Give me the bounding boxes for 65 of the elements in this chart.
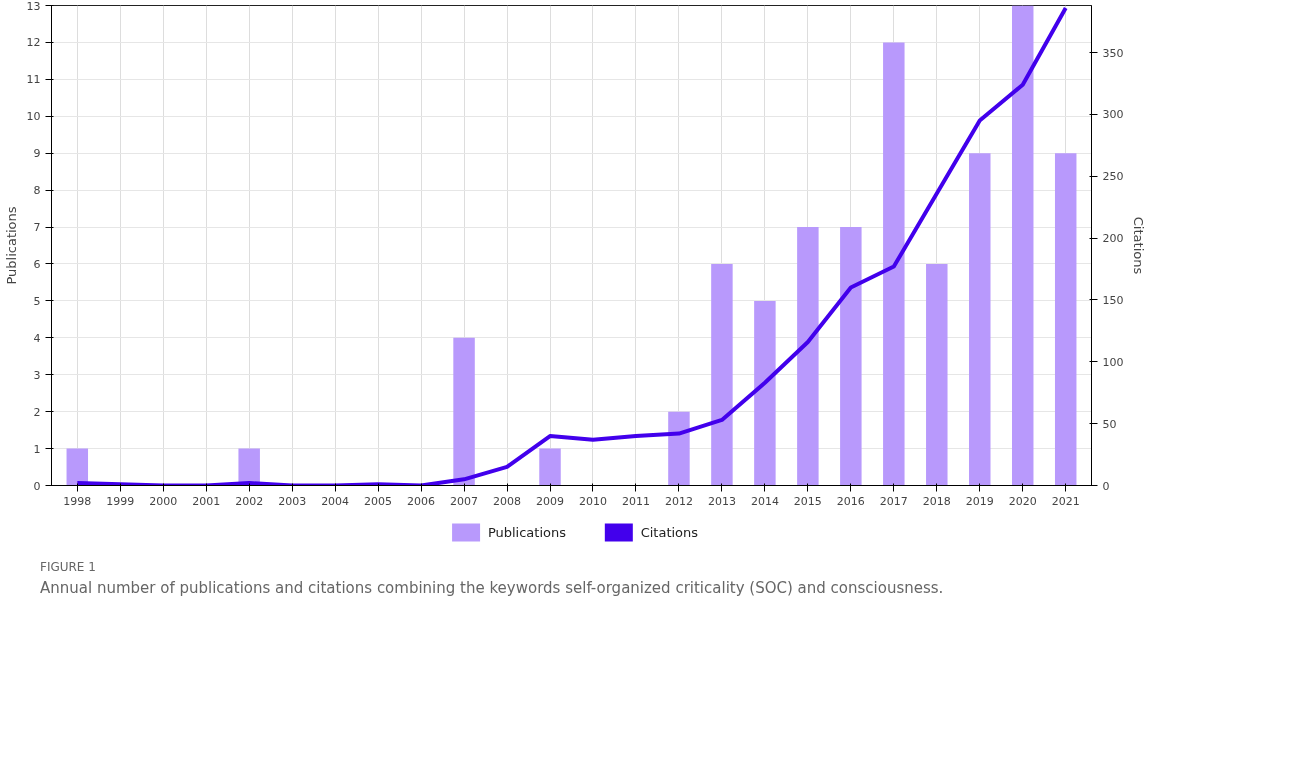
x-tick-label: 2007: [450, 494, 479, 508]
y-tick-label: 7: [33, 221, 41, 235]
y2-tick-label: 200: [1102, 232, 1124, 246]
bar: [969, 153, 991, 486]
y2-tick-label: 300: [1102, 108, 1124, 122]
bar: [840, 227, 862, 486]
bar: [66, 448, 89, 486]
x-tick-label: 2019: [965, 494, 994, 508]
y-tick-label: 2: [33, 405, 41, 419]
x-tick-label: 2021: [1051, 494, 1080, 508]
x-tick-label: 2008: [493, 494, 522, 508]
y-tick-label: 1: [33, 442, 41, 456]
bar: [711, 263, 733, 486]
x-tick-label: 2006: [407, 494, 436, 508]
y-tick-label: 12: [26, 36, 41, 50]
x-tick-label: 2012: [664, 494, 693, 508]
y-tick-label: 5: [33, 294, 41, 308]
y-tick-label: 6: [33, 257, 41, 271]
x-tick-label: 2004: [321, 494, 350, 508]
x-tick-label: 2015: [793, 494, 822, 508]
bar: [797, 227, 819, 486]
y2-tick-label: 50: [1102, 417, 1117, 431]
y-tick-label: 10: [26, 110, 41, 124]
x-tick-label: 2011: [621, 494, 650, 508]
x-tick-label: 2014: [750, 494, 779, 508]
bar: [1012, 5, 1034, 486]
bar: [926, 263, 948, 486]
y-tick-label: 0: [33, 479, 41, 493]
x-tick-label: 2002: [235, 494, 264, 508]
y-tick-label: 11: [26, 73, 41, 87]
x-tick-label: 2005: [364, 494, 393, 508]
text: Annual number of publications and citations combining the keywords self-organized criticality (SOC) and consciousness.: [40, 578, 944, 600]
bar: [1054, 153, 1077, 486]
y2-tick-label: 100: [1102, 355, 1124, 369]
y2-axis-title: Citations: [1131, 216, 1147, 275]
x-tick-label: 2009: [536, 494, 565, 508]
y2-tick-label: 350: [1102, 46, 1124, 60]
x-tick-label: 2000: [149, 494, 178, 508]
x-tick-label: 2016: [836, 494, 865, 508]
bar: [453, 337, 475, 486]
legend-label: Citations: [640, 525, 699, 540]
y-tick-label: 9: [33, 147, 41, 161]
bar: [883, 42, 905, 486]
y-tick-label: 4: [33, 331, 41, 345]
y-axis-title: Publications: [3, 206, 19, 285]
x-tick-label: 2020: [1008, 494, 1037, 508]
bar: [668, 411, 690, 486]
y-tick-label: 13: [26, 0, 41, 13]
y-tick-label: 8: [33, 184, 41, 198]
caption: FIGURE 1: [40, 559, 96, 576]
bar: [539, 448, 561, 486]
y-tick-label: 3: [33, 368, 41, 382]
y2-tick-label: 0: [1102, 479, 1110, 493]
x-tick-label: 1998: [63, 494, 92, 508]
x-tick-label: 2010: [578, 494, 607, 508]
x-tick-label: 2017: [879, 494, 908, 508]
y2-tick-label: 150: [1102, 293, 1124, 307]
y2-tick-label: 250: [1102, 170, 1124, 184]
bar: [754, 300, 776, 486]
x-tick-label: 2003: [278, 494, 307, 508]
x-tick-label: 2013: [707, 494, 736, 508]
x-tick-label: 2001: [192, 494, 221, 508]
x-tick-label: 1999: [106, 494, 135, 508]
legend-label: Publications: [487, 525, 567, 540]
x-tick-label: 2018: [922, 494, 951, 508]
